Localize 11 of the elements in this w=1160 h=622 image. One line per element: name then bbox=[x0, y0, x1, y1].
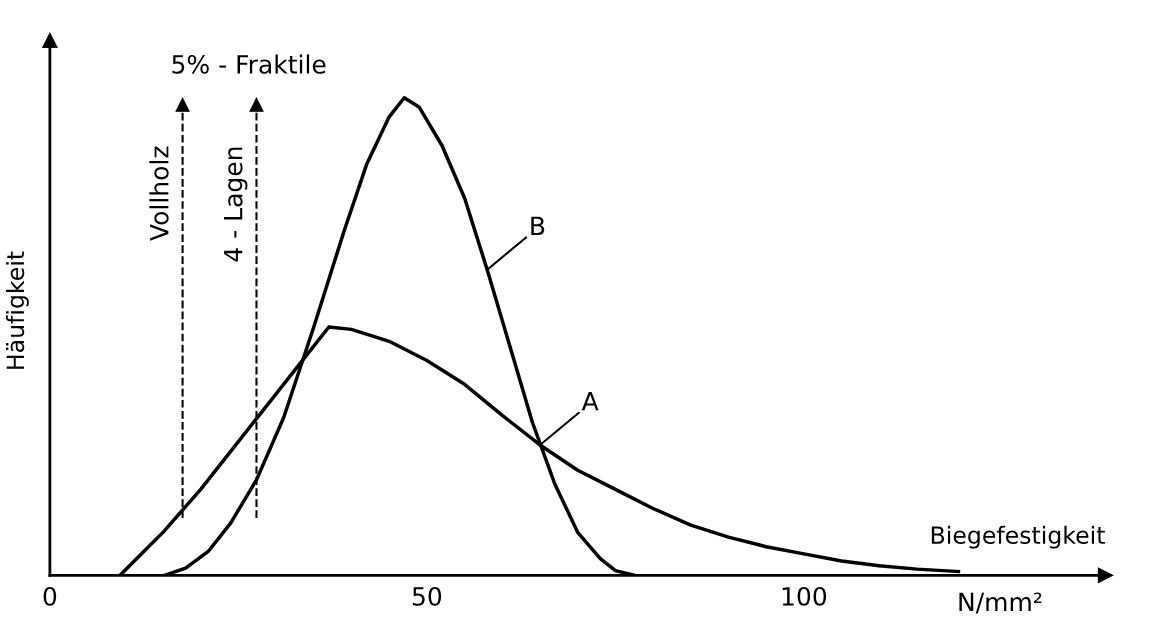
ref-line-label: Vollholz bbox=[149, 146, 169, 241]
x-tick-label: 50 bbox=[412, 586, 442, 606]
text: 5% - Fraktile bbox=[172, 54, 326, 74]
x-tick-label: 0 bbox=[43, 586, 57, 606]
x-axis-title: Biegefestigkeit bbox=[931, 525, 1105, 549]
ref-line-label: 4 - Lagen bbox=[224, 147, 248, 262]
text: A bbox=[581, 392, 599, 411]
x-tick-label: 100 bbox=[782, 586, 827, 606]
text: B bbox=[531, 216, 545, 235]
y-axis-title: Häufigkeit bbox=[5, 251, 29, 369]
text: N/mm² bbox=[959, 592, 1042, 614]
